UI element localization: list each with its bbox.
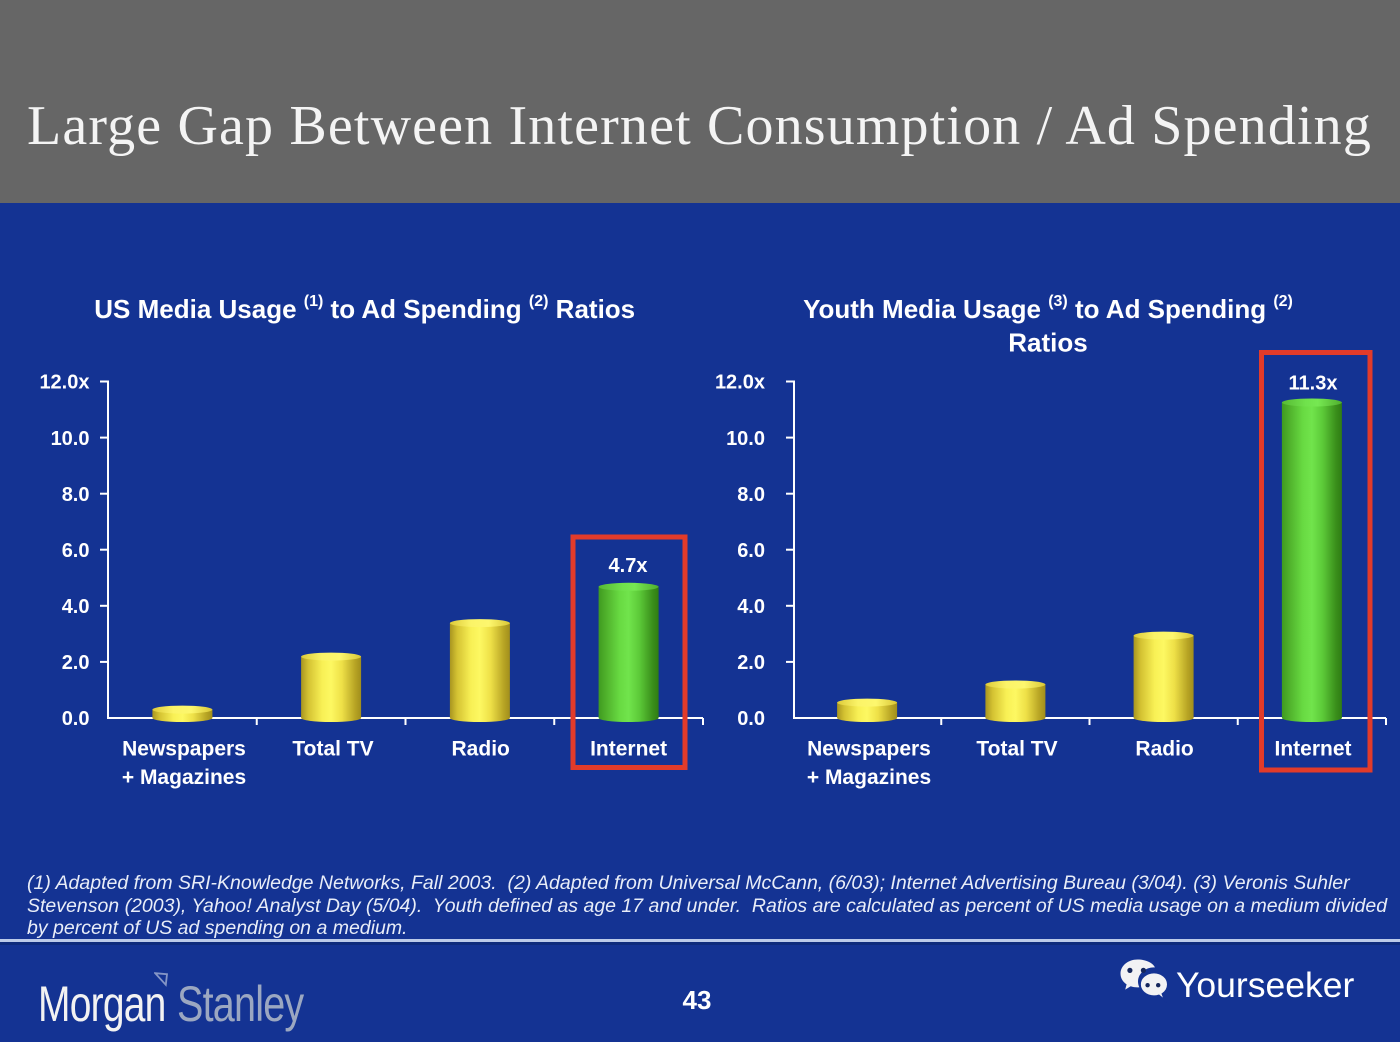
svg-text:2.0: 2.0 (62, 652, 90, 674)
svg-text:10.0: 10.0 (51, 428, 90, 450)
svg-text:4.0: 4.0 (737, 596, 765, 618)
svg-text:+ Magazines: + Magazines (807, 766, 931, 789)
svg-text:6.0: 6.0 (62, 540, 90, 562)
svg-text:10.0: 10.0 (726, 428, 765, 450)
svg-text:Internet: Internet (590, 738, 667, 761)
svg-text:12.0x: 12.0x (39, 372, 89, 394)
svg-text:Total TV: Total TV (976, 738, 1057, 761)
svg-text:4.0: 4.0 (62, 596, 90, 618)
svg-text:Youth Media Usage (3) to Ad Sp: Youth Media Usage (3) to Ad Spending (2) (803, 293, 1293, 324)
svg-text:0.0: 0.0 (62, 708, 90, 730)
svg-text:+ Magazines: + Magazines (122, 766, 246, 789)
svg-text:8.0: 8.0 (737, 484, 765, 506)
svg-text:4.7x: 4.7x (609, 555, 648, 577)
svg-text:12.0x: 12.0x (715, 372, 765, 394)
svg-text:Newspapers: Newspapers (807, 738, 931, 761)
svg-text:Radio: Radio (452, 738, 510, 761)
svg-text:8.0: 8.0 (62, 484, 90, 506)
svg-text:Total TV: Total TV (292, 738, 373, 761)
svg-text:Ratios: Ratios (1008, 328, 1087, 358)
svg-text:0.0: 0.0 (737, 708, 765, 730)
svg-text:Internet: Internet (1274, 738, 1351, 761)
svg-text:Radio: Radio (1135, 738, 1193, 761)
svg-text:US Media Usage (1) to Ad Spend: US Media Usage (1) to Ad Spending (2) Ra… (94, 293, 635, 324)
svg-text:11.3x: 11.3x (1289, 373, 1338, 395)
svg-text:6.0: 6.0 (737, 540, 765, 562)
svg-text:2.0: 2.0 (737, 652, 765, 674)
svg-text:Newspapers: Newspapers (122, 738, 246, 761)
